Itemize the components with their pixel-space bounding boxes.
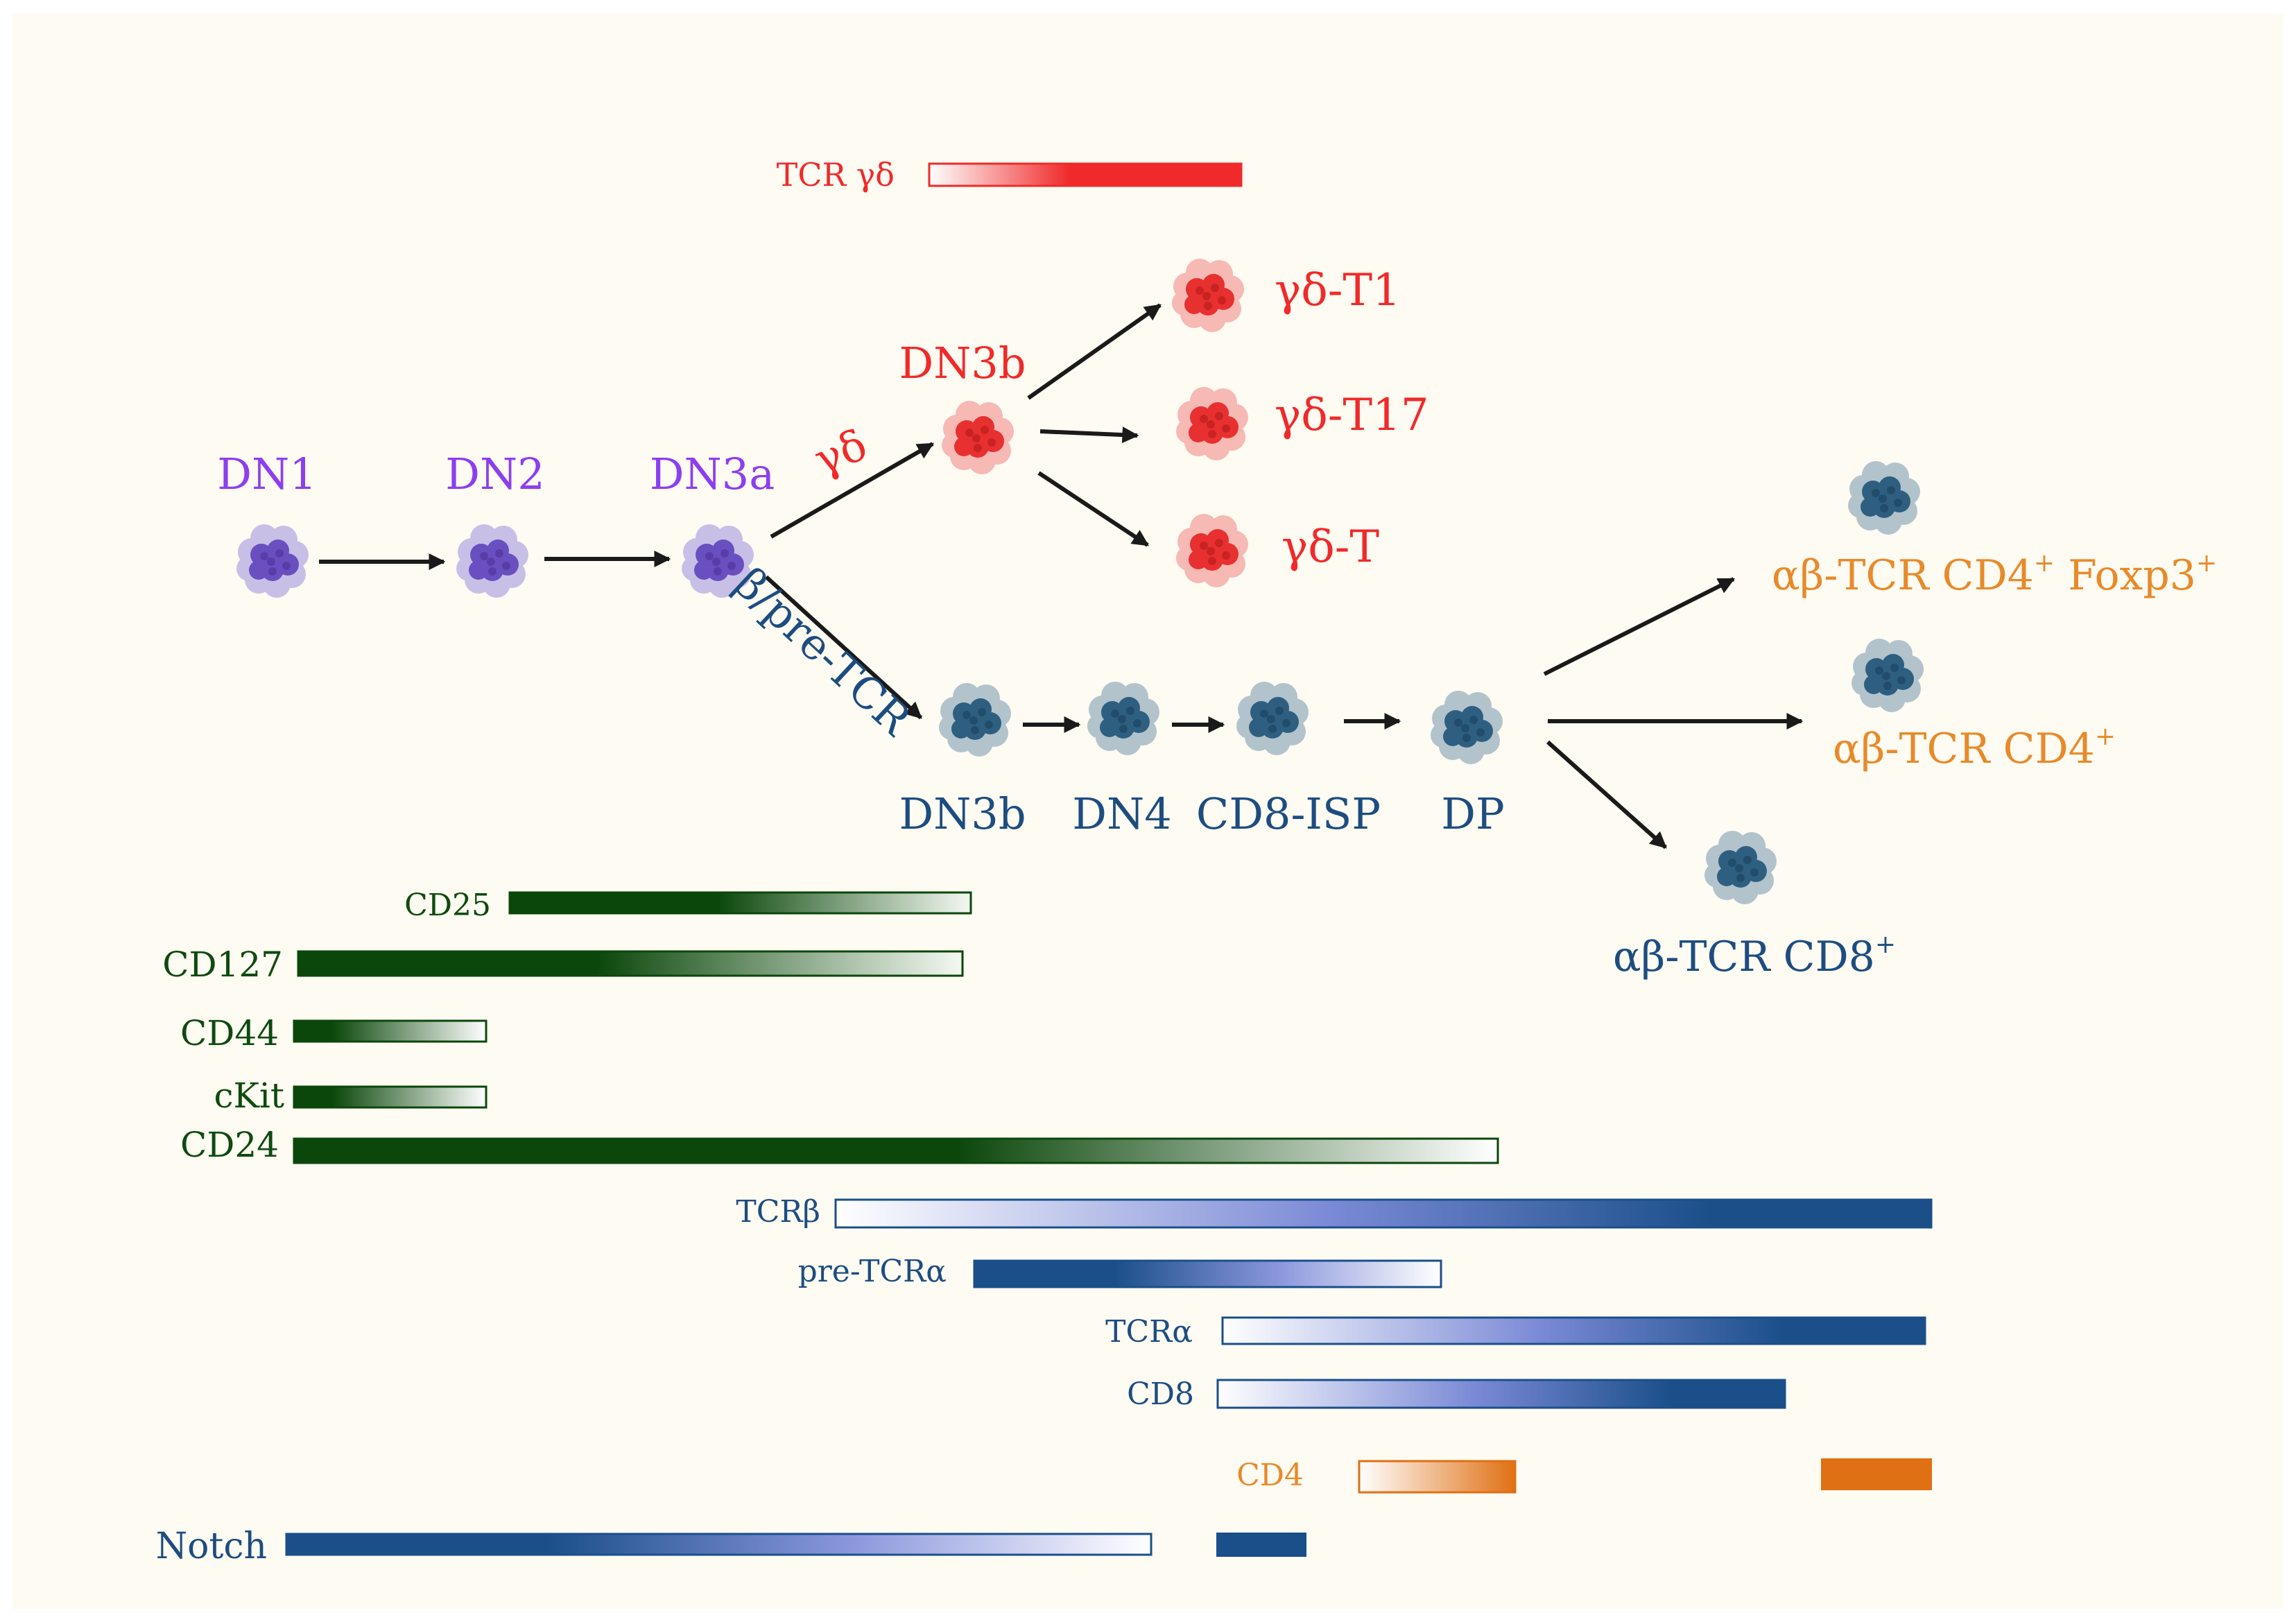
ab-cd4-main: αβ-TCR CD4 <box>1833 725 2095 773</box>
label-dn3b-gd: DN3b <box>899 338 1026 388</box>
ab-cd8-sup: + <box>1875 931 1896 959</box>
bar-tcra <box>1221 1316 1926 1345</box>
label-gd-t1: γδ-T1 <box>1275 265 1401 316</box>
bar-ckit <box>293 1085 487 1109</box>
gd-outcome-labels: γδ-T1 γδ-T17 γδ-T <box>1275 265 1429 573</box>
marker-label-notch: Notch <box>156 1526 267 1567</box>
arrow-gd-t17 <box>1039 426 1139 444</box>
ab-cd4-sup: + <box>2095 723 2116 751</box>
bar-cd127 <box>297 950 964 977</box>
label-ab-cd8: αβ-TCR CD8+ <box>1613 931 1896 981</box>
ab-cd8-main: αβ-TCR CD8 <box>1613 933 1875 981</box>
label-dn1: DN1 <box>217 449 316 499</box>
bar-cd44 <box>293 1019 487 1043</box>
marker-label-cd4: CD4 <box>1236 1458 1304 1493</box>
bar-pretcra <box>973 1259 1442 1288</box>
label-gd-t: γδ-T <box>1281 521 1379 573</box>
expression-bars: TCR γδ CD25 CD127 CD44 cKit CD24 TCRβ pr… <box>156 156 1933 1567</box>
bar-tcrb <box>834 1198 1933 1229</box>
bar-cd25 <box>508 891 972 915</box>
label-dn3a: DN3a <box>650 449 775 499</box>
marker-label-cd24: CD24 <box>180 1125 279 1165</box>
marker-label-ckit: cKit <box>214 1076 284 1116</box>
label-dn3b-ab: DN3b <box>899 788 1026 839</box>
label-dp: DP <box>1441 788 1504 839</box>
label-dn4: DN4 <box>1072 788 1171 839</box>
label-cd8-isp: CD8-ISP <box>1196 788 1381 839</box>
label-gd-t17: γδ-T17 <box>1275 390 1429 441</box>
label-dn2: DN2 <box>445 449 544 499</box>
arrow-gd-t1 <box>1027 303 1162 400</box>
arrow-gd-t <box>1037 471 1150 547</box>
arrow-dp-cd8 <box>1546 740 1667 849</box>
bar-notch-early <box>285 1533 1153 1556</box>
marker-label-tcr-gd: TCR γδ <box>777 156 895 193</box>
stage-labels: DN1 DN2 DN3a DN3b DN3b DN4 CD8-ISP DP <box>217 338 1504 839</box>
marker-label-tcra: TCRα <box>1105 1314 1193 1349</box>
bar-tcr-gd <box>928 162 1243 187</box>
marker-label-cd25: CD25 <box>404 888 491 923</box>
arrow-dn3a-gd <box>770 442 935 539</box>
ab-outcome-labels: αβ-TCR CD4+ Foxp3+ αβ-TCR CD4+ αβ-TCR CD… <box>1613 549 2217 981</box>
label-ab-cd4-foxp3: αβ-TCR CD4+ Foxp3+ <box>1772 549 2217 600</box>
marker-label-cd44: CD44 <box>180 1013 279 1053</box>
bar-notch-late <box>1216 1533 1306 1557</box>
arrow-dn3a-ab <box>764 575 923 720</box>
ab-cd4-foxp3-main: αβ-TCR CD4 <box>1772 551 2034 600</box>
marker-label-cd8: CD8 <box>1127 1377 1194 1412</box>
marker-label-cd127: CD127 <box>162 944 283 985</box>
bar-cd24 <box>293 1137 1499 1164</box>
marker-label-pretcra: pre-TCRα <box>798 1254 947 1289</box>
marker-label-tcrb: TCRβ <box>736 1194 820 1230</box>
label-ab-cd4: αβ-TCR CD4+ <box>1833 723 2116 773</box>
ab-cd4-foxp3-mid: Foxp3 <box>2055 551 2196 600</box>
ab-cd4-foxp3-sup2: + <box>2196 549 2217 578</box>
ab-cd4-foxp3-sup1: + <box>2034 549 2055 578</box>
arrow-dp-cd4-foxp3 <box>1543 577 1736 676</box>
bar-cd4-dp <box>1358 1460 1517 1494</box>
bar-cd4-sp <box>1821 1458 1932 1490</box>
bar-cd8 <box>1216 1379 1786 1409</box>
arrows <box>319 303 1804 849</box>
